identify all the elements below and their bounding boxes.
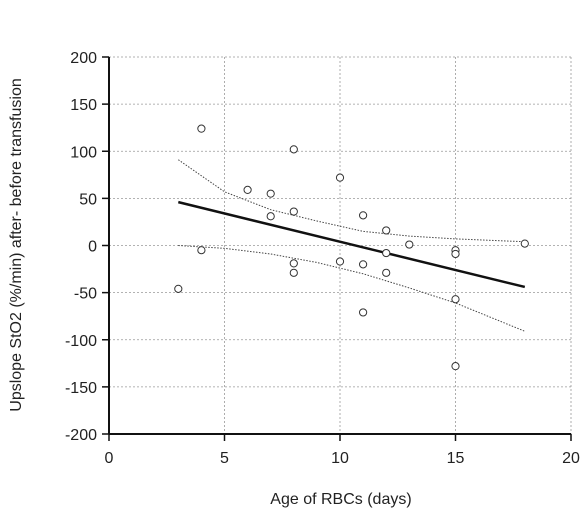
y-tick-label: 100: [70, 144, 97, 161]
y-tick-label: 50: [79, 191, 97, 208]
data-point: [359, 260, 368, 269]
data-point: [405, 240, 414, 249]
y-tick-label: 0: [88, 239, 97, 256]
data-point: [266, 212, 275, 221]
data-point: [335, 257, 345, 266]
data-point: [289, 207, 298, 216]
y-tick-label: -200: [65, 427, 97, 444]
data-point: [289, 259, 298, 268]
regression-line: [178, 200, 526, 289]
x-tick-label: 5: [220, 450, 229, 467]
x-axis-title: Age of RBCs (days): [270, 491, 411, 508]
tick-labels: 0 5 10 15 20 -200 -150 -100 -50 0 50 100 150 200: [65, 50, 580, 467]
data-point: [451, 295, 460, 304]
data-points: [174, 124, 529, 371]
data-point: [266, 189, 275, 198]
data-point: [359, 211, 368, 220]
confidence-band: [178, 159, 525, 332]
data-point: [289, 268, 298, 277]
data-point: [335, 173, 345, 182]
data-point: [359, 308, 368, 317]
data-point: [451, 249, 460, 259]
confidence-upper-line: [178, 159, 525, 243]
axes: [102, 56, 572, 441]
data-point: [382, 226, 391, 235]
y-tick-label: 150: [70, 97, 97, 114]
data-point: [174, 284, 183, 293]
data-point: [382, 248, 391, 258]
x-tick-label: 10: [331, 450, 349, 467]
y-tick-label: 200: [70, 50, 97, 67]
data-point: [197, 246, 206, 255]
y-tick-label: -50: [74, 286, 97, 303]
x-tick-label: 20: [562, 450, 580, 467]
data-point: [289, 145, 298, 154]
data-point: [382, 268, 391, 277]
x-tick-label: 0: [105, 450, 114, 467]
y-tick-label: -100: [65, 333, 97, 350]
grid: [109, 56, 572, 434]
y-axis-title: Upslope StO2 (%/min) after- before trans…: [8, 78, 25, 411]
data-point: [520, 239, 529, 248]
confidence-lower-line: [178, 245, 525, 332]
data-point: [197, 124, 206, 133]
x-tick-label: 15: [447, 450, 465, 467]
y-tick-label: -150: [65, 380, 97, 397]
data-point: [243, 185, 252, 194]
data-point: [451, 362, 460, 371]
regression-fit: [178, 200, 526, 289]
